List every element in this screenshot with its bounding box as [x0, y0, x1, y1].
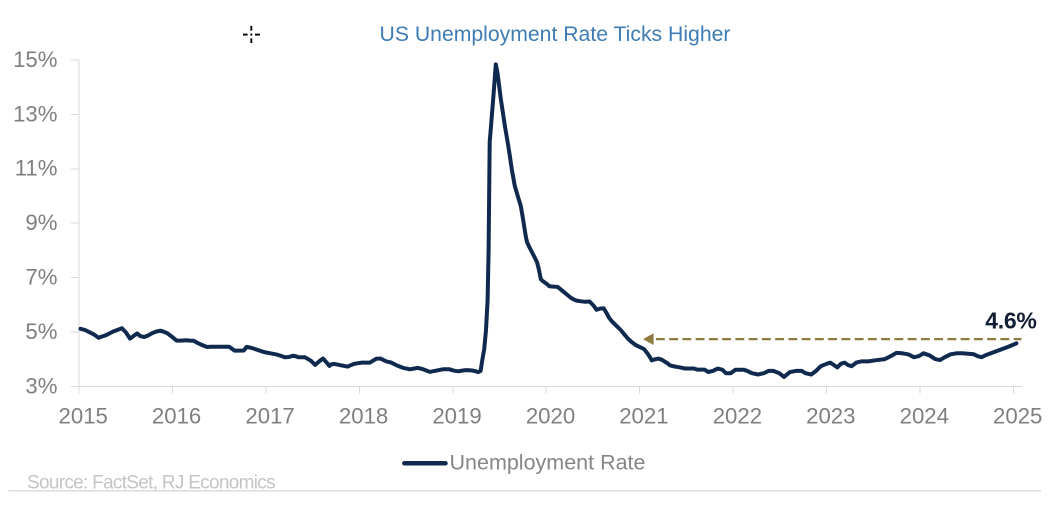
svg-text:2018: 2018 [339, 403, 388, 428]
svg-text:2019: 2019 [432, 403, 481, 428]
svg-text:5%: 5% [25, 319, 57, 344]
svg-text:7%: 7% [25, 265, 57, 290]
svg-text:2024: 2024 [900, 403, 949, 428]
svg-text:2017: 2017 [245, 403, 294, 428]
svg-text:4.6%: 4.6% [985, 308, 1036, 334]
svg-text:11%: 11% [15, 156, 58, 181]
svg-text:2021: 2021 [619, 403, 668, 428]
svg-text:2020: 2020 [526, 403, 575, 428]
svg-text:2025: 2025 [993, 403, 1042, 428]
svg-text:3%: 3% [25, 373, 57, 398]
svg-text:US Unemployment Rate Ticks Hig: US Unemployment Rate Ticks Higher [380, 23, 731, 46]
svg-text:13%: 13% [13, 101, 57, 126]
svg-text:2015: 2015 [59, 403, 108, 428]
svg-text:15%: 15% [13, 47, 57, 72]
svg-text:9%: 9% [25, 210, 57, 235]
svg-text:2023: 2023 [806, 403, 855, 428]
svg-text:Source: FactSet, RJ Economics: Source: FactSet, RJ Economics [27, 473, 275, 494]
svg-text:Unemployment Rate: Unemployment Rate [450, 451, 646, 475]
svg-text:2022: 2022 [713, 403, 762, 428]
svg-text:2016: 2016 [152, 403, 201, 428]
